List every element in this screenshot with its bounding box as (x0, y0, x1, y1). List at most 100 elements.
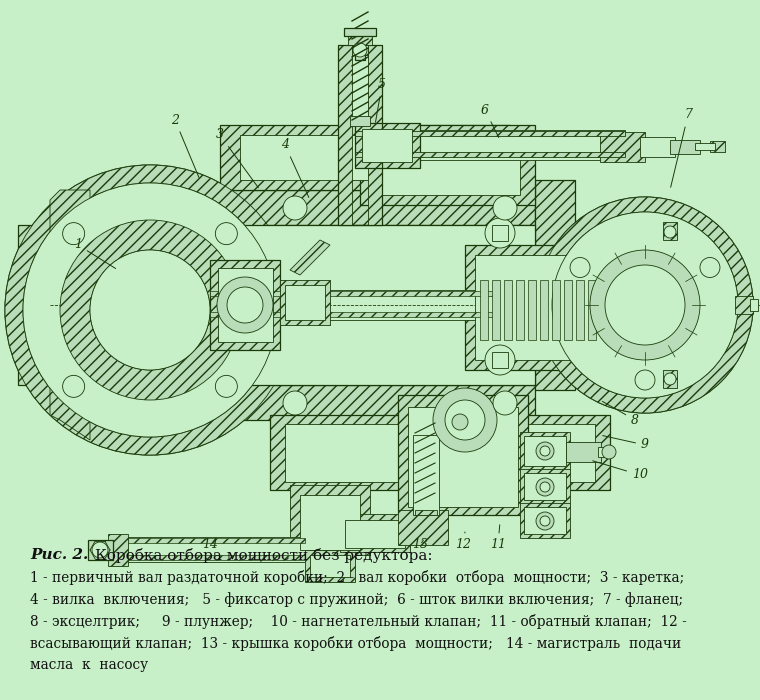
Circle shape (602, 445, 616, 459)
Bar (355, 152, 625, 157)
Circle shape (23, 183, 277, 437)
Text: 11: 11 (490, 525, 506, 552)
Text: 14: 14 (202, 538, 218, 555)
Wedge shape (5, 165, 295, 455)
Bar (520, 469, 570, 504)
Circle shape (493, 196, 517, 220)
Text: 2: 2 (171, 113, 199, 177)
Wedge shape (60, 220, 240, 400)
Bar (576, 280, 584, 340)
Bar (120, 555, 305, 560)
Bar (355, 52, 365, 60)
Bar (398, 395, 528, 515)
Bar (300, 495, 360, 550)
Text: 3: 3 (216, 129, 258, 188)
Circle shape (493, 391, 517, 415)
Text: 9: 9 (603, 435, 649, 452)
Bar (108, 534, 128, 566)
Bar (588, 280, 596, 340)
Bar (520, 503, 570, 538)
Bar (355, 123, 420, 168)
Bar (18, 225, 48, 385)
Text: 13: 13 (412, 538, 428, 552)
Bar (524, 473, 566, 500)
Wedge shape (537, 197, 753, 413)
Bar (465, 245, 610, 370)
Text: всасывающий клапан;  13 - крышка коробки отбора  мощности;   14 - магистраль  по: всасывающий клапан; 13 - крышка коробки … (30, 636, 681, 651)
Bar (640, 137, 675, 157)
Bar (338, 45, 382, 225)
Bar (524, 507, 566, 534)
Text: Коробка отбора мощности без редуктора:: Коробка отбора мощности без редуктора: (95, 548, 432, 563)
Bar (344, 28, 376, 36)
Wedge shape (5, 165, 295, 455)
Circle shape (92, 542, 108, 558)
Bar (310, 555, 350, 577)
Circle shape (590, 250, 700, 360)
Bar (695, 143, 715, 150)
Wedge shape (537, 197, 753, 413)
Text: 12: 12 (455, 532, 471, 552)
Bar (0, 542, 760, 700)
Bar (155, 385, 535, 420)
Bar (340, 514, 410, 552)
Text: 4: 4 (281, 139, 309, 197)
Bar (355, 130, 625, 160)
Bar (120, 538, 305, 543)
Bar (480, 280, 488, 340)
Bar (750, 299, 758, 311)
Bar (408, 407, 518, 507)
Bar (492, 352, 508, 368)
Bar (552, 280, 560, 340)
Bar (535, 180, 575, 390)
Text: масла  к  насосу: масла к насосу (30, 658, 148, 672)
Bar (345, 520, 405, 548)
Bar (280, 280, 330, 325)
Circle shape (445, 400, 485, 440)
Bar (155, 190, 535, 225)
Bar (240, 135, 490, 180)
Bar (735, 296, 753, 314)
Circle shape (62, 375, 84, 398)
Bar (210, 290, 495, 320)
Bar (360, 125, 535, 205)
Bar (492, 280, 500, 340)
Bar (528, 280, 536, 340)
Circle shape (283, 196, 307, 220)
Text: 4 - вилка  включения;   5 - фиксатор с пружиной;  6 - шток вилки включения;  7 -: 4 - вилка включения; 5 - фиксатор с пруж… (30, 592, 683, 607)
Polygon shape (290, 240, 330, 275)
Circle shape (536, 478, 554, 496)
Bar (504, 280, 512, 340)
Circle shape (700, 258, 720, 277)
Bar (663, 222, 677, 240)
Bar (368, 45, 382, 225)
Bar (524, 436, 566, 466)
Bar (210, 260, 280, 350)
Circle shape (215, 375, 237, 398)
Bar (600, 132, 645, 162)
Bar (350, 116, 370, 126)
Polygon shape (50, 370, 90, 440)
Bar (218, 268, 273, 342)
Bar (375, 135, 520, 195)
Bar (566, 442, 601, 462)
Bar (270, 415, 610, 490)
Circle shape (540, 482, 550, 492)
Bar (415, 510, 437, 515)
Circle shape (552, 212, 738, 398)
Text: 1 - первичный вал раздаточной коробки;  2 - вал коробки  отбора  мощности;  3 - : 1 - первичный вал раздаточной коробки; 2… (30, 570, 684, 585)
Bar (220, 125, 510, 190)
Text: Рис. 2.: Рис. 2. (30, 548, 88, 562)
Circle shape (485, 218, 515, 248)
Text: 5: 5 (375, 78, 386, 122)
Bar (348, 33, 372, 45)
Circle shape (353, 43, 367, 57)
Bar (88, 540, 113, 560)
Bar (598, 447, 610, 457)
Circle shape (570, 258, 590, 277)
Bar (516, 280, 524, 340)
Bar (520, 432, 570, 470)
Text: 10: 10 (593, 461, 648, 482)
Circle shape (540, 446, 550, 456)
Circle shape (433, 388, 497, 452)
